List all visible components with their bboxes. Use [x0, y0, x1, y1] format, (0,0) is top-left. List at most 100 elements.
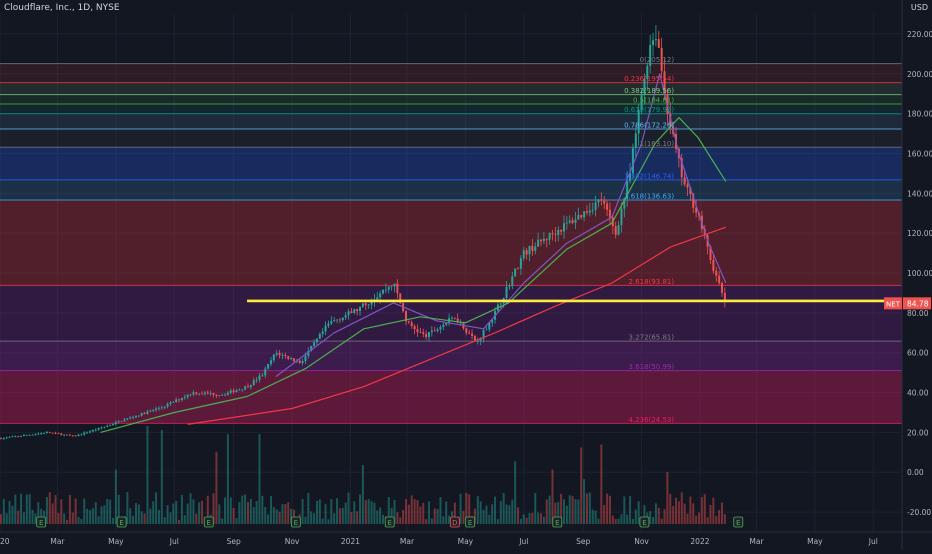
candle-body[interactable]	[637, 109, 640, 134]
candle-body[interactable]	[267, 363, 270, 369]
candle-body[interactable]	[453, 317, 456, 319]
candle-body[interactable]	[554, 234, 557, 236]
candle-body[interactable]	[399, 293, 402, 304]
earnings-marker[interactable]	[290, 516, 301, 528]
candle-body[interactable]	[545, 238, 548, 240]
candle-body[interactable]	[324, 325, 327, 332]
candle-body[interactable]	[350, 311, 353, 313]
candle-body[interactable]	[560, 229, 563, 232]
candle-body[interactable]	[292, 358, 295, 362]
candle-body[interactable]	[491, 319, 494, 323]
earnings-marker[interactable]	[465, 516, 476, 528]
candle-body[interactable]	[623, 198, 626, 209]
candle-body[interactable]	[54, 432, 57, 434]
candle-body[interactable]	[580, 214, 583, 218]
candle-body[interactable]	[203, 392, 206, 394]
candle-body[interactable]	[356, 309, 359, 312]
candle-body[interactable]	[522, 250, 525, 259]
candle-body[interactable]	[390, 286, 393, 288]
candle-body[interactable]	[646, 65, 649, 80]
candle-body[interactable]	[28, 434, 31, 436]
candle-body[interactable]	[364, 303, 367, 306]
candle-body[interactable]	[427, 332, 430, 338]
candle-body[interactable]	[652, 40, 655, 46]
earnings-marker[interactable]	[384, 516, 395, 528]
candle-body[interactable]	[330, 321, 333, 324]
candle-body[interactable]	[393, 283, 396, 287]
candle-body[interactable]	[97, 427, 100, 430]
candle-body[interactable]	[71, 435, 74, 437]
candle-body[interactable]	[603, 200, 606, 204]
candle-body[interactable]	[720, 283, 723, 293]
candle-body[interactable]	[450, 317, 453, 319]
candle-body[interactable]	[126, 418, 129, 420]
candle-body[interactable]	[537, 239, 540, 247]
candle-body[interactable]	[63, 434, 66, 436]
candle-body[interactable]	[568, 220, 571, 223]
candle-body[interactable]	[34, 434, 37, 435]
candle-body[interactable]	[17, 436, 20, 438]
candle-body[interactable]	[264, 368, 267, 376]
candle-body[interactable]	[178, 399, 181, 401]
candle-body[interactable]	[660, 47, 663, 72]
candle-body[interactable]	[315, 338, 318, 343]
candle-body[interactable]	[511, 276, 514, 286]
candle-body[interactable]	[261, 375, 264, 377]
candle-body[interactable]	[683, 177, 686, 185]
candle-body[interactable]	[40, 433, 43, 435]
candle-body[interactable]	[499, 303, 502, 305]
candle-body[interactable]	[298, 360, 301, 364]
candle-body[interactable]	[117, 421, 120, 423]
candle-body[interactable]	[617, 225, 620, 235]
candle-body[interactable]	[232, 390, 235, 393]
candle-body[interactable]	[14, 436, 17, 438]
candle-body[interactable]	[436, 329, 439, 332]
candle-body[interactable]	[287, 356, 290, 359]
candle-body[interactable]	[370, 300, 373, 305]
candle-body[interactable]	[91, 429, 94, 432]
candle-body[interactable]	[272, 354, 275, 361]
candle-body[interactable]	[574, 219, 577, 223]
candle-body[interactable]	[416, 329, 419, 333]
candle-body[interactable]	[508, 285, 511, 287]
earnings-marker[interactable]	[733, 516, 744, 528]
candle-body[interactable]	[459, 322, 462, 324]
candle-body[interactable]	[8, 437, 11, 438]
candle-body[interactable]	[172, 401, 175, 403]
candle-body[interactable]	[114, 422, 117, 425]
earnings-marker[interactable]	[36, 516, 47, 528]
candle-body[interactable]	[123, 419, 126, 422]
candle-body[interactable]	[281, 354, 284, 356]
earnings-marker[interactable]	[639, 516, 650, 528]
candle-body[interactable]	[433, 330, 436, 332]
candle-body[interactable]	[695, 207, 698, 213]
candle-body[interactable]	[379, 293, 382, 298]
candle-body[interactable]	[307, 351, 310, 357]
candle-body[interactable]	[89, 431, 92, 433]
candle-body[interactable]	[229, 390, 232, 393]
candle-body[interactable]	[166, 403, 169, 407]
candle-body[interactable]	[152, 410, 155, 411]
candle-body[interactable]	[548, 232, 551, 240]
candle-body[interactable]	[439, 326, 442, 330]
candle-body[interactable]	[577, 214, 580, 220]
candle-body[interactable]	[83, 432, 86, 435]
candle-body[interactable]	[195, 392, 198, 394]
candle-body[interactable]	[198, 393, 201, 395]
candle-body[interactable]	[359, 306, 362, 312]
earnings-marker[interactable]	[116, 516, 127, 528]
candle-body[interactable]	[336, 319, 339, 321]
candle-body[interactable]	[654, 39, 657, 41]
candle-body[interactable]	[278, 352, 281, 356]
candle-body[interactable]	[468, 332, 471, 334]
candle-body[interactable]	[120, 421, 123, 423]
candle-body[interactable]	[471, 333, 474, 337]
candle-body[interactable]	[376, 297, 379, 300]
candle-body[interactable]	[258, 375, 261, 380]
candle-body[interactable]	[387, 286, 390, 290]
candle-body[interactable]	[404, 311, 407, 322]
candle-body[interactable]	[519, 258, 522, 269]
candle-body[interactable]	[465, 328, 468, 333]
